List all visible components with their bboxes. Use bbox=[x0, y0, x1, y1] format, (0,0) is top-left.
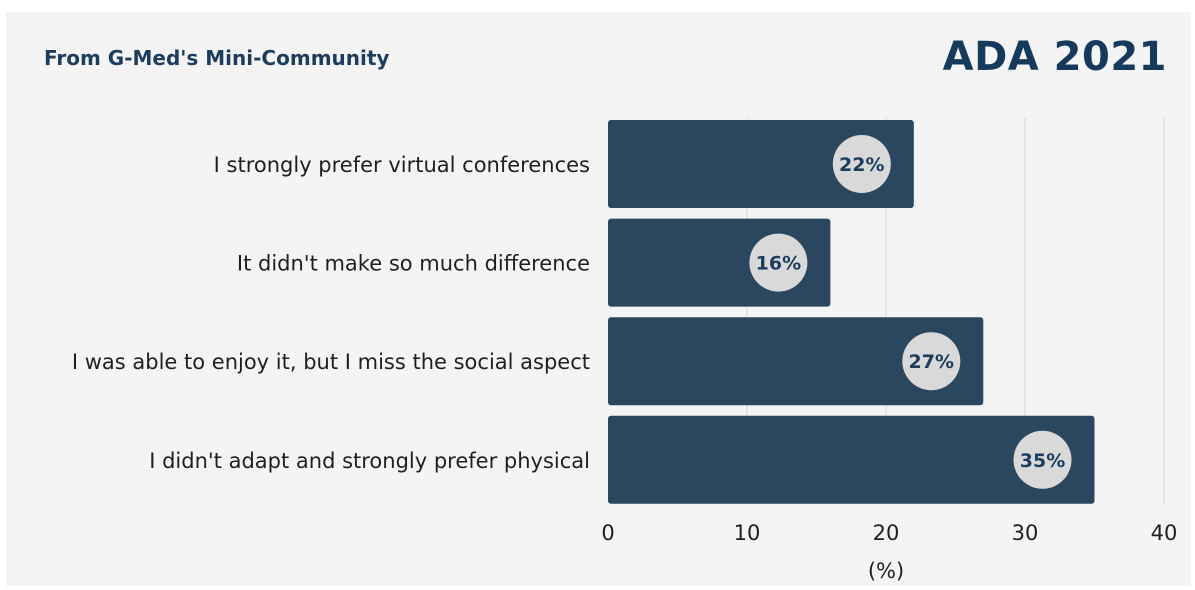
value-badge-4 bbox=[1013, 430, 1072, 489]
value-label-4: 35% bbox=[1020, 450, 1065, 472]
bars: 22% 16% 27% 35% bbox=[608, 120, 1095, 504]
bar-3 bbox=[608, 317, 984, 406]
x-tick-labels: 0 10 20 30 40 bbox=[601, 521, 1177, 545]
value-label-1: 22% bbox=[839, 154, 884, 176]
x-tick-label-40: 40 bbox=[1151, 521, 1178, 545]
category-label-4: I didn't adapt and strongly prefer physi… bbox=[149, 449, 590, 473]
x-axis-title: (%) bbox=[868, 559, 904, 583]
category-label-2: It didn't make so much difference bbox=[237, 252, 590, 276]
bar-4 bbox=[608, 415, 1095, 504]
category-label-3: I was able to enjoy it, but I miss the s… bbox=[72, 350, 590, 374]
x-tick-label-20: 20 bbox=[873, 521, 900, 545]
value-badge-1 bbox=[832, 135, 891, 193]
category-label-1: I strongly prefer virtual conferences bbox=[214, 153, 590, 177]
source-label: From G-Med's Mini-Community bbox=[44, 46, 390, 70]
value-badge-2 bbox=[749, 233, 808, 292]
bar-1 bbox=[608, 120, 914, 208]
x-tick-label-10: 10 bbox=[734, 521, 761, 545]
value-label-2: 16% bbox=[756, 253, 801, 275]
category-labels: I strongly prefer virtual conferences It … bbox=[72, 153, 590, 473]
value-badge-3 bbox=[902, 332, 961, 391]
value-label-3: 27% bbox=[909, 351, 954, 373]
event-title: ADA 2021 bbox=[942, 34, 1167, 80]
x-tick-label-0: 0 bbox=[601, 521, 614, 545]
x-tick-label-30: 30 bbox=[1012, 521, 1039, 545]
